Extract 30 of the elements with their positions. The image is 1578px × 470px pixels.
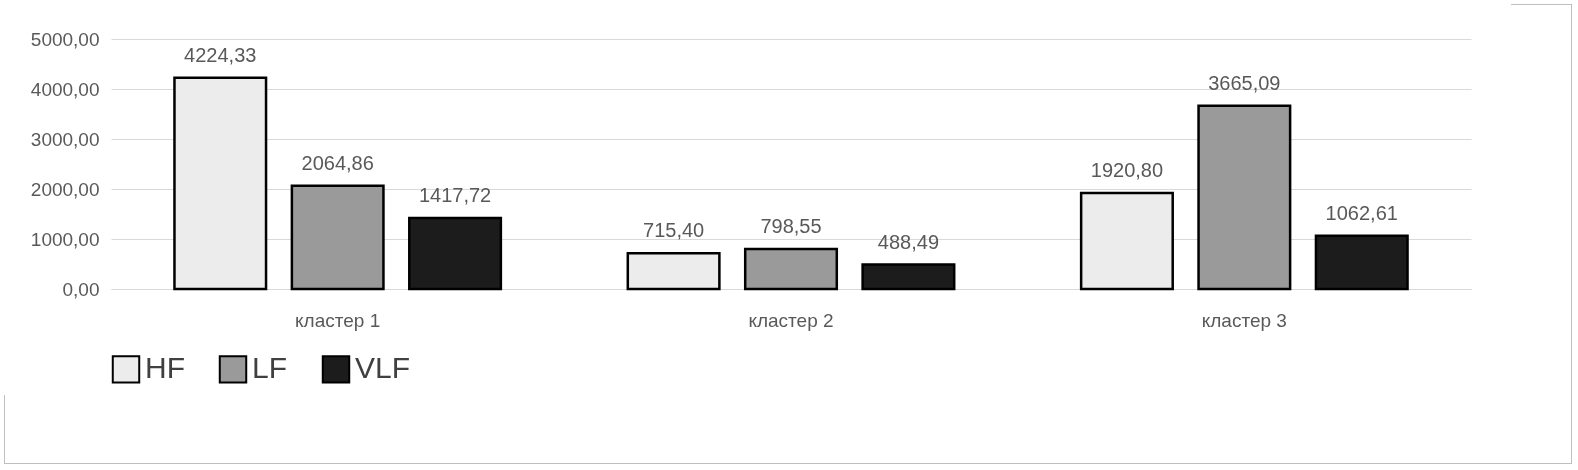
y-tick-label: 4000,00: [30, 78, 100, 100]
bar: [290, 184, 385, 291]
x-tick-label: кластер 2: [748, 309, 834, 331]
data-label: 488,49: [877, 230, 939, 253]
y-tick-label: 3000,00: [30, 128, 100, 150]
data-label: 1417,72: [418, 184, 492, 207]
bar: [743, 247, 839, 291]
data-label: 1920,80: [1090, 158, 1164, 181]
bar: [1314, 234, 1409, 291]
data-label: 798,55: [760, 215, 822, 238]
bar: [173, 76, 268, 291]
legend-label: LF: [252, 351, 288, 385]
data-label: 4224,33: [184, 43, 257, 66]
bar: [1197, 104, 1292, 291]
legend-label: VLF: [355, 351, 411, 385]
y-tick-label: 5000,00: [30, 28, 100, 50]
bar: [408, 216, 503, 291]
x-tick-label: кластер 3: [1201, 309, 1287, 331]
data-label: 715,40: [643, 219, 705, 242]
data-label: 1062,61: [1325, 201, 1398, 224]
bar: [861, 263, 956, 291]
y-tick-label: 2000,00: [30, 178, 100, 200]
y-tick-label: 0,00: [62, 278, 100, 300]
bar: [1079, 191, 1174, 291]
legend-label: HF: [145, 351, 185, 385]
x-tick-label: кластер 1: [295, 309, 381, 331]
y-tick-label: 1000,00: [30, 228, 100, 250]
data-label: 2064,86: [301, 151, 374, 174]
bar: [626, 251, 721, 291]
data-label: 3665,09: [1208, 71, 1281, 94]
